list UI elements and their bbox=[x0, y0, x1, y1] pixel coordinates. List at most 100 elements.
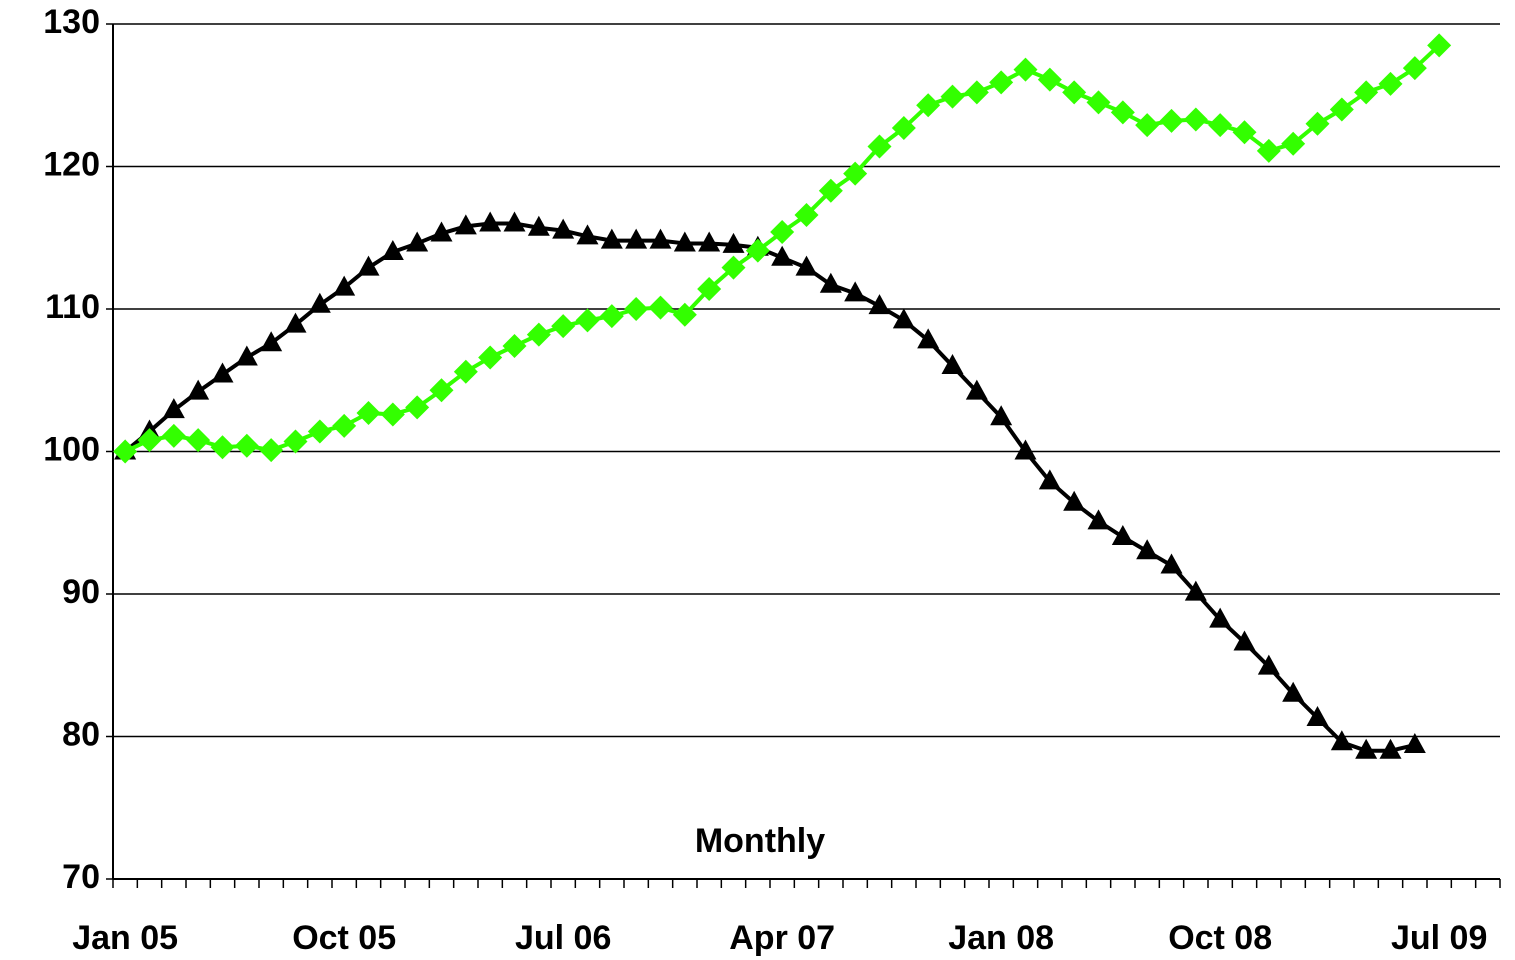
point-marker bbox=[187, 379, 210, 400]
point-marker bbox=[649, 228, 672, 249]
point-marker bbox=[503, 211, 526, 232]
y-tick-label: 130 bbox=[43, 3, 100, 41]
point-marker bbox=[648, 295, 673, 320]
point-marker bbox=[1427, 33, 1452, 58]
point-marker bbox=[868, 294, 891, 315]
point-marker bbox=[1038, 469, 1061, 490]
point-marker bbox=[844, 281, 867, 302]
point-marker bbox=[1086, 90, 1111, 115]
point-marker bbox=[916, 93, 941, 118]
point-marker bbox=[990, 405, 1013, 426]
point-marker bbox=[211, 362, 234, 383]
point-marker bbox=[1403, 733, 1426, 754]
point-marker bbox=[672, 302, 697, 327]
point-marker bbox=[429, 378, 454, 403]
y-tick-label: 70 bbox=[62, 858, 100, 896]
point-marker bbox=[941, 354, 964, 374]
point-marker bbox=[479, 211, 502, 232]
point-marker bbox=[113, 439, 138, 464]
point-marker bbox=[356, 401, 381, 426]
point-marker bbox=[964, 80, 989, 105]
point-marker bbox=[1209, 607, 1232, 628]
x-tick-label: Apr 07 bbox=[729, 919, 835, 957]
point-marker bbox=[260, 331, 283, 352]
x-tick-label: Jan 05 bbox=[72, 919, 178, 957]
point-marker bbox=[1306, 705, 1329, 726]
point-marker bbox=[1111, 525, 1134, 545]
point-marker bbox=[380, 402, 405, 427]
point-marker bbox=[891, 116, 916, 141]
point-marker bbox=[1355, 738, 1378, 759]
y-tick-label: 120 bbox=[43, 145, 100, 183]
point-marker bbox=[795, 255, 818, 276]
point-marker bbox=[892, 308, 915, 329]
point-marker bbox=[1160, 553, 1183, 574]
point-marker bbox=[381, 240, 404, 260]
point-marker bbox=[1183, 107, 1208, 132]
point-marker bbox=[259, 438, 284, 463]
point-marker bbox=[161, 423, 186, 448]
point-marker bbox=[1014, 439, 1037, 460]
point-marker bbox=[406, 231, 429, 252]
x-tick-label: Jan 08 bbox=[948, 919, 1054, 957]
point-marker bbox=[1256, 138, 1281, 163]
point-marker bbox=[745, 238, 770, 263]
point-marker bbox=[1354, 80, 1379, 105]
point-marker bbox=[1402, 56, 1427, 81]
point-marker bbox=[307, 419, 332, 444]
x-tick-label: Jul 06 bbox=[515, 919, 611, 957]
point-marker bbox=[283, 429, 308, 454]
point-marker bbox=[235, 345, 258, 366]
point-marker bbox=[234, 433, 259, 458]
point-marker bbox=[843, 161, 868, 186]
y-tick-label: 80 bbox=[62, 715, 100, 753]
point-marker bbox=[917, 328, 940, 349]
point-marker bbox=[1282, 681, 1305, 702]
point-marker bbox=[1135, 113, 1160, 138]
point-marker bbox=[600, 228, 623, 249]
x-tick-label: Jul 09 bbox=[1391, 919, 1487, 957]
point-marker bbox=[673, 231, 696, 252]
point-marker bbox=[551, 314, 576, 339]
point-marker bbox=[527, 215, 550, 236]
y-tick-label: 100 bbox=[43, 430, 100, 468]
point-marker bbox=[721, 255, 746, 280]
point-marker bbox=[332, 413, 357, 438]
point-marker bbox=[770, 220, 795, 245]
point-marker bbox=[405, 395, 430, 420]
point-marker bbox=[989, 70, 1014, 95]
point-marker bbox=[1136, 539, 1159, 560]
point-marker bbox=[1233, 630, 1256, 651]
point-marker bbox=[137, 428, 162, 453]
point-marker bbox=[1013, 57, 1038, 82]
point-marker bbox=[867, 134, 892, 159]
point-marker bbox=[478, 345, 503, 370]
point-marker bbox=[453, 359, 478, 384]
point-marker bbox=[1305, 111, 1330, 136]
point-marker bbox=[576, 224, 599, 245]
point-marker bbox=[1281, 131, 1306, 156]
point-marker bbox=[1208, 113, 1233, 138]
point-marker bbox=[454, 214, 477, 235]
point-marker bbox=[794, 202, 819, 227]
point-marker bbox=[1184, 580, 1207, 601]
point-marker bbox=[1062, 80, 1087, 105]
point-marker bbox=[940, 84, 965, 109]
point-marker bbox=[625, 228, 648, 249]
point-marker bbox=[526, 322, 551, 347]
point-marker bbox=[162, 398, 185, 419]
point-marker bbox=[1110, 100, 1135, 125]
point-marker bbox=[818, 178, 843, 203]
point-marker bbox=[1257, 654, 1280, 675]
y-tick-label: 110 bbox=[45, 288, 100, 326]
y-tick-label: 90 bbox=[62, 573, 100, 611]
x-tick-label: Oct 05 bbox=[292, 919, 396, 957]
point-marker bbox=[819, 272, 842, 293]
point-marker bbox=[308, 292, 331, 313]
point-marker bbox=[186, 428, 211, 453]
point-marker bbox=[1037, 67, 1062, 92]
point-marker bbox=[552, 218, 575, 239]
point-marker bbox=[333, 275, 356, 296]
point-marker bbox=[284, 312, 307, 333]
